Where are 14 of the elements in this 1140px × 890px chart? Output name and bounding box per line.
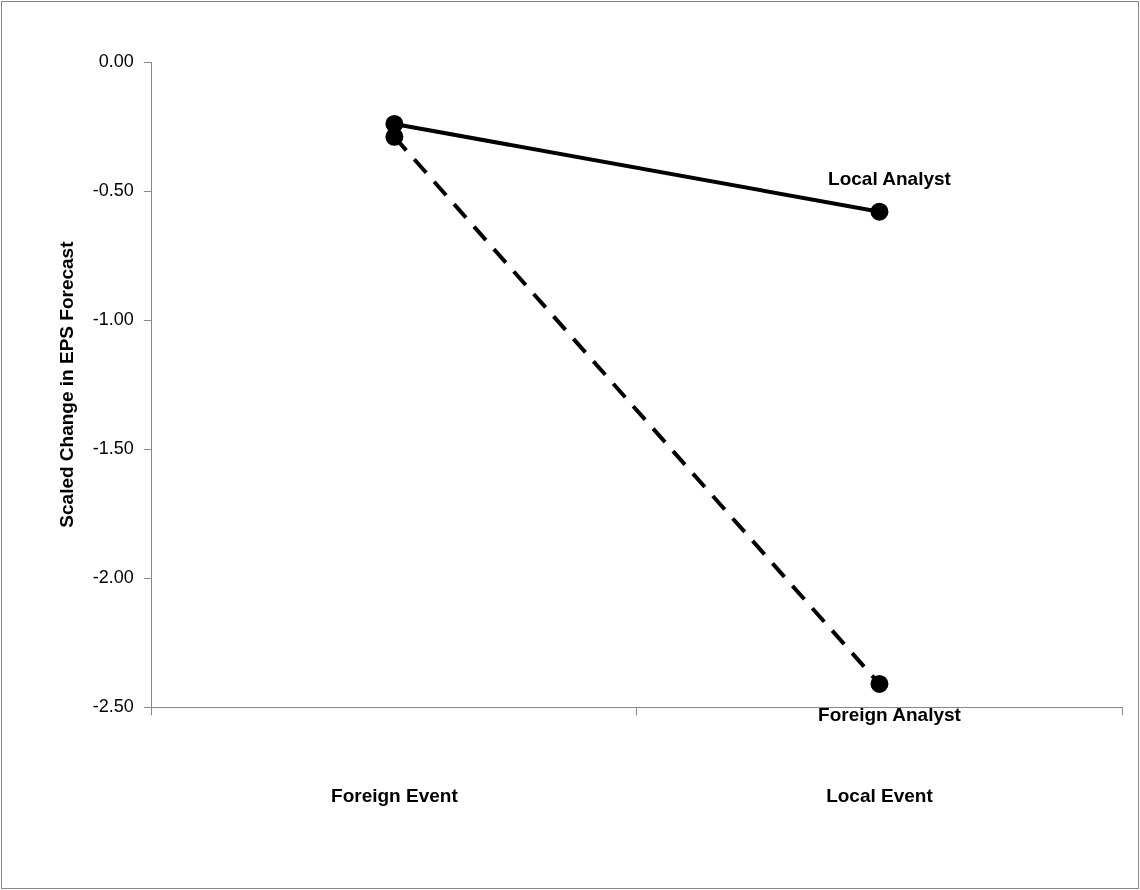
point — [870, 674, 889, 693]
y-tick-label: -1.50 — [92, 438, 134, 459]
y-tick-label: -1.00 — [92, 309, 134, 330]
y-tick-label: 0.00 — [98, 50, 134, 71]
point — [385, 114, 404, 133]
y-axis-title: Scaled Change in EPS Forecast — [55, 240, 77, 528]
point — [870, 202, 889, 221]
y-tick-label: -0.50 — [92, 180, 134, 201]
series-label: Local Analyst — [828, 168, 952, 190]
series-label: Foreign Analyst — [818, 703, 962, 725]
y-tick-label: -2.50 — [92, 696, 134, 717]
x-tick-label: Foreign Event — [331, 784, 459, 806]
y-tick-label: -2.00 — [92, 567, 134, 588]
x-tick-label: Local Event — [826, 784, 934, 806]
